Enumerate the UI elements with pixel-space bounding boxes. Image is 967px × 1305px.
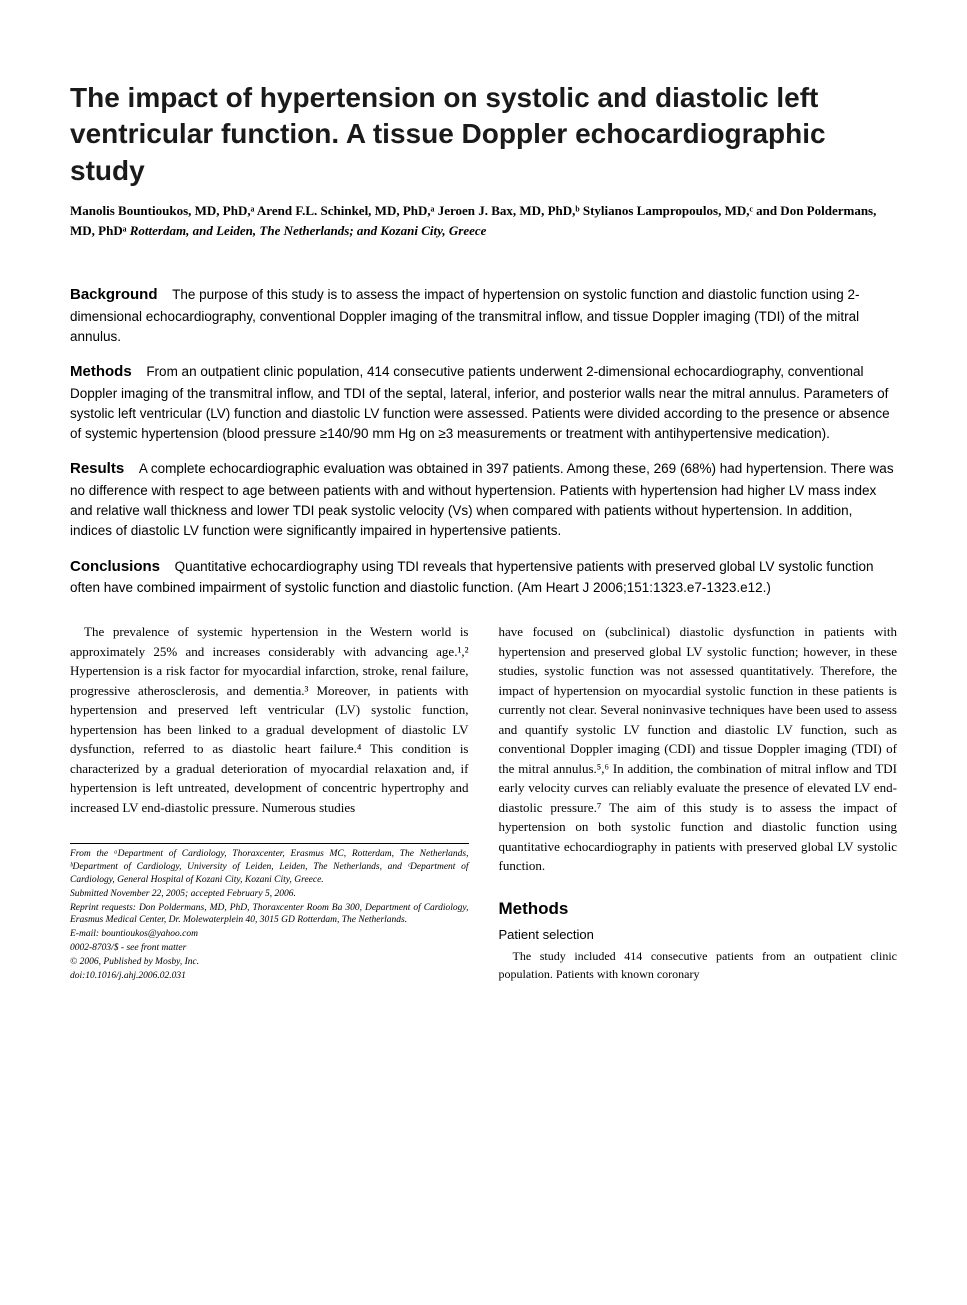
article-title: The impact of hypertension on systolic a… <box>70 80 897 189</box>
methods-heading: Methods <box>499 896 898 922</box>
abstract-background: Background The purpose of this study is … <box>70 284 897 347</box>
abstract-results-text: A complete echocardiographic evaluation … <box>70 461 894 538</box>
intro-paragraph-1: The prevalence of systemic hypertension … <box>70 622 469 817</box>
affiliations-text: Rotterdam, and Leiden, The Netherlands; … <box>130 223 487 238</box>
patient-selection-heading: Patient selection <box>499 925 898 945</box>
right-column: have focused on (subclinical) diastolic … <box>499 622 898 983</box>
footnote-doi: doi:10.1016/j.ahj.2006.02.031 <box>70 970 469 983</box>
abstract-results: Results A complete echocardiographic eva… <box>70 458 897 541</box>
abstract-background-label: Background <box>70 286 158 303</box>
abstract-background-text: The purpose of this study is to assess t… <box>70 287 860 344</box>
left-column: The prevalence of systemic hypertension … <box>70 622 469 983</box>
abstract-results-label: Results <box>70 460 124 477</box>
abstract-methods-label: Methods <box>70 363 132 380</box>
methods-paragraph-1: The study included 414 consecutive patie… <box>499 947 898 983</box>
authors-line: Manolis Bountioukos, MD, PhD,ᵃ Arend F.L… <box>70 201 897 240</box>
footnote-copyright: © 2006, Published by Mosby, Inc. <box>70 956 469 969</box>
abstract-methods-text: From an outpatient clinic population, 41… <box>70 364 890 441</box>
abstract-methods: Methods From an outpatient clinic popula… <box>70 361 897 444</box>
intro-paragraph-2: have focused on (subclinical) diastolic … <box>499 622 898 876</box>
footnote-issn: 0002-8703/$ - see front matter <box>70 942 469 955</box>
footnote-email: E-mail: bountioukos@yahoo.com <box>70 928 469 941</box>
abstract-conclusions-text: Quantitative echocardiography using TDI … <box>70 559 874 596</box>
abstract-conclusions: Conclusions Quantitative echocardiograph… <box>70 556 897 599</box>
footnote-reprints: Reprint requests: Don Poldermans, MD, Ph… <box>70 902 469 928</box>
footnote-dates: Submitted November 22, 2005; accepted Fe… <box>70 888 469 901</box>
body-columns: The prevalence of systemic hypertension … <box>70 622 897 983</box>
abstract-conclusions-label: Conclusions <box>70 558 160 575</box>
footnotes: From the ᵃDepartment of Cardiology, Thor… <box>70 843 469 982</box>
footnote-affiliations: From the ᵃDepartment of Cardiology, Thor… <box>70 848 469 886</box>
